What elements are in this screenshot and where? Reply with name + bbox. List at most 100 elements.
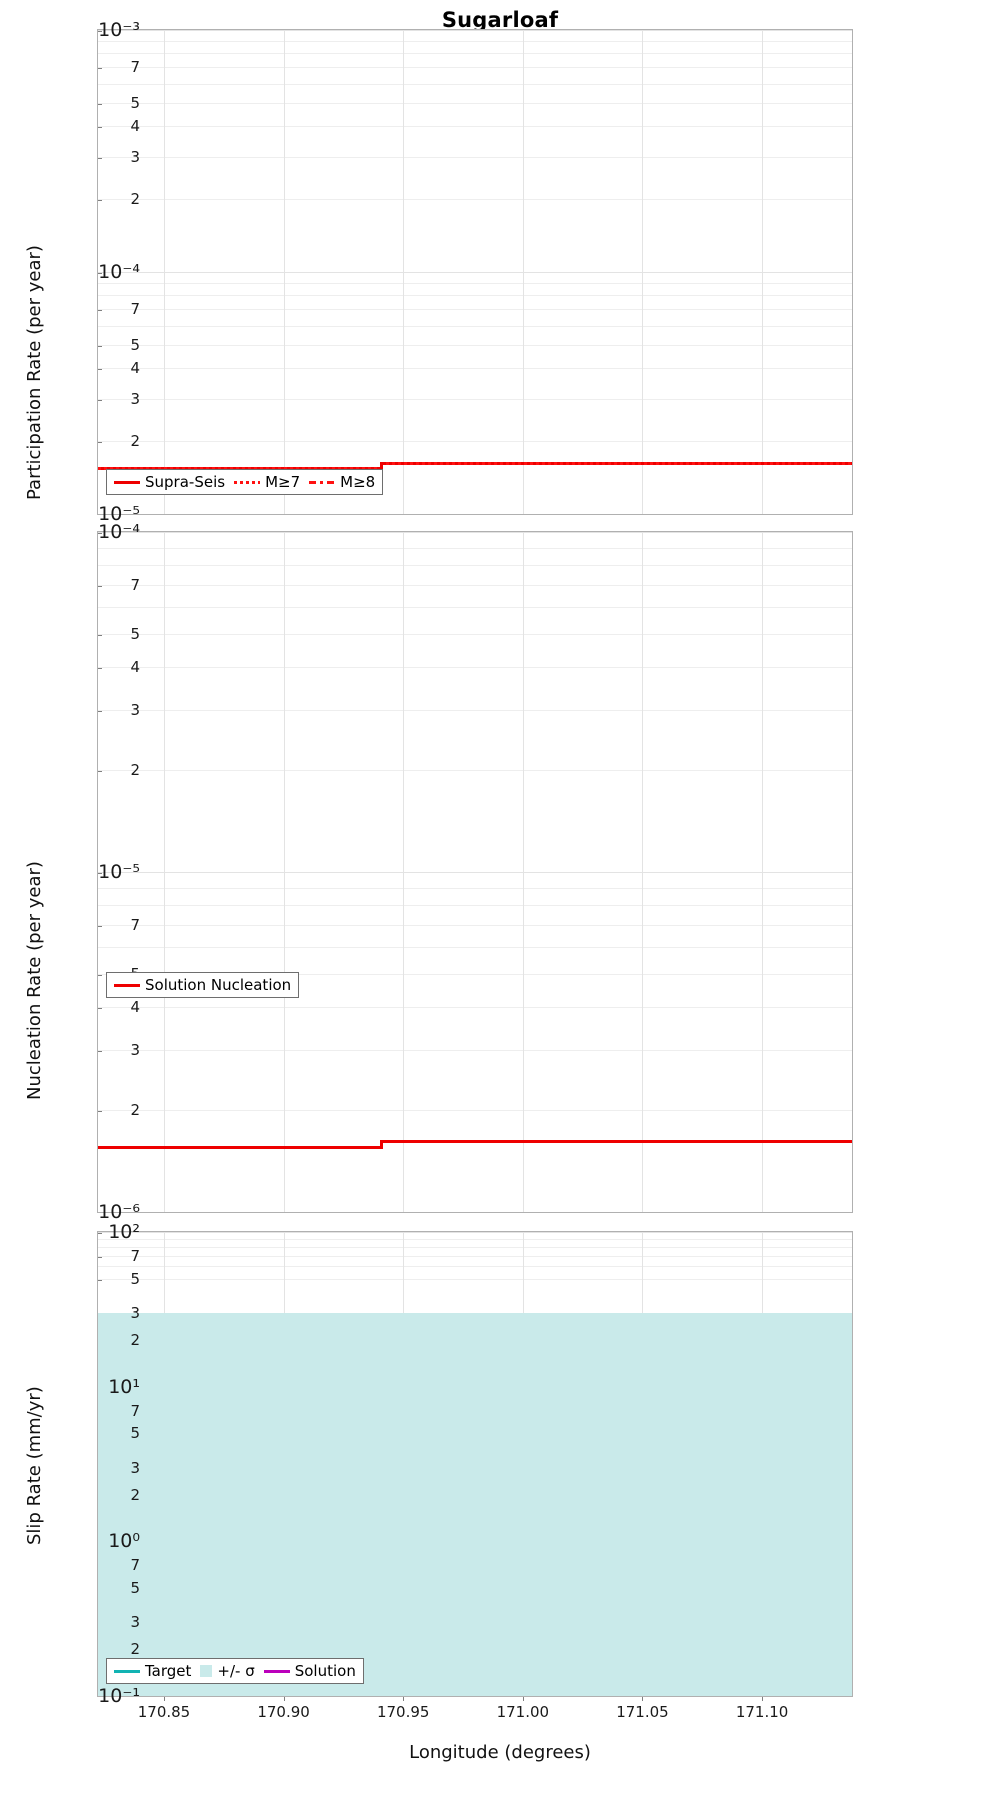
gridline-horizontal (98, 272, 852, 273)
gridline-horizontal (98, 564, 852, 566)
legend-entry-solution-nucleation[interactable]: Solution Nucleation (114, 976, 291, 994)
gridline-vertical (283, 30, 285, 514)
y-tick-label: 5 (130, 625, 140, 644)
y-tick-label: 7 (130, 58, 140, 77)
legend-participation-rate[interactable]: Supra-Seis M≥7 M≥8 (106, 469, 384, 495)
gridline-horizontal (98, 634, 852, 636)
gridline-vertical (403, 532, 405, 1212)
y-tick-label: 4 (130, 117, 140, 136)
gridline-horizontal (98, 126, 852, 128)
panel-participation-rate (97, 29, 853, 515)
y-tick-label: 3 (130, 1458, 140, 1477)
x-tick-mark (522, 1697, 524, 1701)
x-tick-mark (642, 1697, 644, 1701)
gridline-vertical (642, 30, 644, 514)
gridline-horizontal (98, 1049, 852, 1051)
panel-slip-rate (97, 1231, 853, 1697)
y-tick-label: 3 (130, 389, 140, 408)
y-tick-mark (98, 157, 102, 159)
gridline-horizontal (98, 1239, 852, 1241)
legend-nucleation-rate[interactable]: Solution Nucleation (106, 972, 300, 998)
y-tick-label: 4 (130, 658, 140, 677)
gridline-horizontal (98, 547, 852, 549)
gridline-vertical (762, 532, 764, 1212)
x-tick-label: 170.85 (137, 1703, 191, 1721)
y-tick-mark (98, 68, 102, 70)
y-tick-mark (98, 1008, 102, 1010)
data-series-line (380, 1139, 852, 1143)
y-tick-label: 7 (130, 1246, 140, 1265)
legend-entry-m8[interactable]: M≥8 (309, 473, 375, 491)
gridline-horizontal (98, 83, 852, 85)
legend-label-solution: Solution (294, 1662, 356, 1680)
gridline-vertical (163, 30, 165, 514)
gridline-horizontal (98, 41, 852, 43)
y-tick-label: 2 (130, 760, 140, 779)
gridline-vertical (163, 532, 165, 1212)
gridline-horizontal (98, 1255, 852, 1257)
y-tick-label: 2 (130, 432, 140, 451)
y-tick-label: 3 (130, 1303, 140, 1322)
gridline-horizontal (98, 904, 852, 906)
y-tick-label: 5 (130, 335, 140, 354)
y-tick-mark (98, 345, 102, 347)
gridline-horizontal (98, 283, 852, 285)
y-tick-mark (98, 873, 102, 874)
y-tick-mark (98, 127, 102, 129)
y-tick-label: 2 (130, 1640, 140, 1659)
legend-entry-supra-seis[interactable]: Supra-Seis (114, 473, 225, 491)
gridline-horizontal (98, 769, 852, 771)
y-tick-label: 10⁻⁵ (98, 503, 140, 525)
y-tick-mark (98, 1256, 102, 1258)
gridline-vertical (522, 30, 524, 514)
gridline-horizontal (98, 1007, 852, 1009)
y-tick-mark (98, 273, 102, 274)
y-tick-mark (98, 668, 102, 670)
gridline-horizontal (98, 1232, 852, 1233)
gridline-vertical (522, 532, 524, 1212)
x-tick-mark (163, 1697, 165, 1701)
y-tick-mark (98, 1110, 102, 1112)
gridline-horizontal (98, 1266, 852, 1268)
legend-label-m7: M≥7 (265, 473, 301, 491)
legend-label-m8: M≥8 (340, 473, 376, 491)
legend-entry-sigma[interactable]: +/- σ (200, 1662, 255, 1680)
gridline-horizontal (98, 53, 852, 55)
y-tick-label: 5 (130, 1578, 140, 1597)
x-tick-label: 170.95 (376, 1703, 430, 1721)
y-tick-label: 2 (130, 1485, 140, 1504)
gridline-horizontal (98, 974, 852, 976)
y-tick-mark (98, 200, 102, 202)
gridline-horizontal (98, 1278, 852, 1280)
gridline-horizontal (98, 102, 852, 104)
y-tick-label: 10⁻⁵ (98, 861, 140, 883)
gridline-horizontal (98, 514, 852, 515)
gridline-horizontal (98, 1109, 852, 1111)
y-tick-label: 10⁻⁴ (98, 261, 140, 283)
legend-entry-target[interactable]: Target (114, 1662, 191, 1680)
gridline-horizontal (98, 344, 852, 346)
y-tick-mark (98, 533, 102, 534)
y-tick-label: 4 (130, 998, 140, 1017)
line-solid-red-icon (114, 480, 140, 484)
gridline-horizontal (98, 30, 852, 31)
legend-label-target: Target (145, 1662, 192, 1680)
line-solid-red-icon (114, 983, 140, 987)
y-tick-label: 2 (130, 1331, 140, 1350)
data-series-line (98, 1146, 381, 1150)
x-tick-label: 170.90 (257, 1703, 310, 1721)
legend-label-solution-nucleation: Solution Nucleation (145, 976, 292, 994)
legend-entry-solution[interactable]: Solution (263, 1662, 356, 1680)
y-tick-label: 4 (130, 359, 140, 378)
data-series-line (380, 462, 852, 466)
legend-entry-m7[interactable]: M≥7 (234, 473, 300, 491)
legend-label-supra-seis: Supra-Seis (145, 473, 226, 491)
y-tick-label: 3 (130, 1613, 140, 1632)
x-tick-mark (403, 1697, 405, 1701)
gridline-horizontal (98, 584, 852, 586)
y-tick-label: 7 (130, 300, 140, 319)
data-series-line (98, 466, 381, 470)
y-tick-label: 5 (130, 1269, 140, 1288)
legend-slip-rate[interactable]: Target +/- σ Solution (106, 1658, 364, 1684)
gridline-horizontal (98, 924, 852, 926)
